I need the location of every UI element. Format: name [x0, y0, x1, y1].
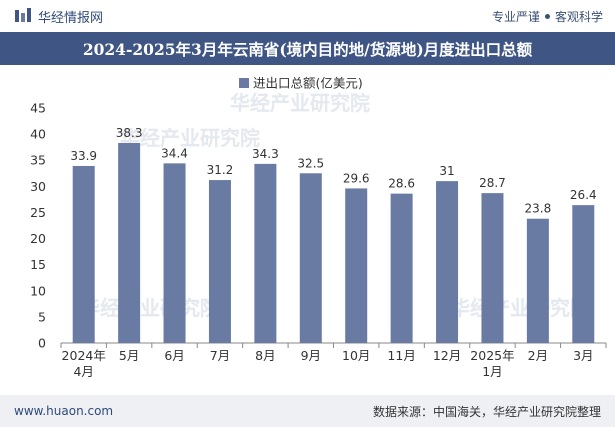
- top-bar: 华经情报网 专业严谨 客观科学: [0, 0, 615, 32]
- y-tick-label-2: 10: [30, 283, 46, 298]
- watermark-text-2: 华经产业研究院: [450, 296, 590, 320]
- separator-dot-icon: [544, 13, 550, 19]
- data-source: 数据来源：中国海关，华经产业研究院整理: [372, 404, 601, 419]
- x-tick-label-5-0: 9月: [301, 348, 321, 363]
- value-label-5: 32.5: [297, 156, 324, 170]
- y-tick-label-8: 40: [30, 127, 46, 142]
- x-tick-label-4-0: 8月: [255, 348, 275, 363]
- x-tick-label-11-0: 3月: [573, 348, 593, 363]
- value-label-6: 29.6: [343, 171, 370, 185]
- slogan-right: 客观科学: [554, 9, 603, 24]
- value-label-4: 34.3: [252, 147, 279, 161]
- chart-title-bar: 2024-2025年3月年云南省(境内目的地/货源地)月度进出口总额: [0, 32, 615, 65]
- bar-0: [72, 165, 95, 343]
- bar-9: [481, 193, 504, 343]
- x-tick-label-6-0: 10月: [342, 348, 370, 363]
- x-tick-label-2-0: 6月: [164, 348, 184, 363]
- x-tick-label-9-0: 2025年: [470, 348, 514, 363]
- x-tick-label-10-0: 2月: [528, 348, 548, 363]
- slogan-left: 专业严谨: [491, 9, 540, 24]
- value-label-9: 28.7: [479, 176, 506, 190]
- bar-10: [526, 218, 549, 343]
- value-label-2: 34.4: [161, 146, 188, 160]
- bar-3: [208, 180, 231, 343]
- website-link[interactable]: www.huaon.com: [14, 404, 114, 418]
- y-tick-label-6: 30: [30, 179, 46, 194]
- x-tick-label-9-1: 1月: [482, 364, 502, 379]
- bar-8: [436, 181, 459, 343]
- bar-6: [345, 188, 368, 343]
- y-tick-label-1: 5: [38, 309, 46, 324]
- y-tick-label-7: 35: [30, 153, 46, 168]
- brand[interactable]: 华经情报网: [14, 7, 103, 26]
- chart-title: 2024-2025年3月年云南省(境内目的地/货源地)月度进出口总额: [82, 39, 533, 59]
- x-tick-label-0-1: 4月: [73, 364, 93, 379]
- bar-7: [390, 193, 413, 343]
- y-tick-label-5: 25: [30, 205, 46, 220]
- x-tick-label-7-0: 11月: [387, 348, 415, 363]
- bar-chart: 华经产业研究院华经产业研究院华经产业研究院华经产业研究院进出口总额(亿美元)05…: [30, 76, 607, 379]
- x-tick-label-3-0: 7月: [210, 348, 230, 363]
- legend-label: 进出口总额(亿美元): [253, 76, 363, 91]
- brand-logo-icon: [15, 8, 31, 22]
- y-tick-label-4: 20: [30, 231, 46, 246]
- value-label-0: 33.9: [70, 149, 97, 163]
- watermark-text-3: 华经产业研究院: [80, 296, 220, 320]
- value-label-11: 26.4: [570, 188, 597, 202]
- brand-name: 华经情报网: [38, 10, 104, 26]
- bar-11: [572, 205, 595, 343]
- bar-2: [163, 163, 186, 343]
- slogan: 专业严谨 客观科学: [492, 8, 603, 25]
- x-tick-label-8-0: 12月: [433, 348, 461, 363]
- value-label-3: 31.2: [207, 163, 234, 177]
- y-tick-label-3: 15: [30, 257, 46, 272]
- value-label-1: 38.3: [116, 126, 143, 140]
- bar-5: [299, 173, 322, 343]
- x-tick-label-0-0: 2024年: [62, 348, 106, 363]
- value-label-10: 23.8: [525, 202, 552, 216]
- value-label-8: 31: [439, 164, 454, 178]
- y-tick-label-0: 0: [38, 336, 46, 351]
- value-label-7: 28.6: [388, 177, 415, 191]
- footer: www.huaon.com 数据来源：中国海关，华经产业研究院整理: [0, 395, 615, 427]
- bar-1: [118, 142, 141, 343]
- bar-4: [254, 163, 277, 343]
- y-tick-label-9: 45: [30, 101, 46, 116]
- watermark-text-0: 华经产业研究院: [230, 91, 370, 115]
- legend-swatch: [239, 78, 249, 88]
- x-tick-label-1-0: 5月: [119, 348, 139, 363]
- watermark-text-1: 华经产业研究院: [120, 126, 260, 150]
